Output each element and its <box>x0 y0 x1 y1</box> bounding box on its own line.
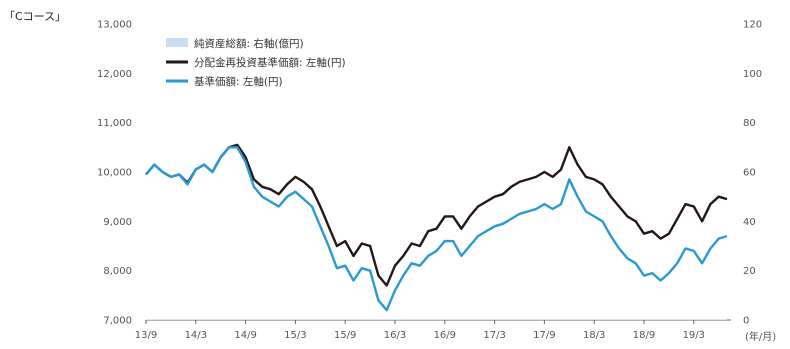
y-right-tick-label: 120 <box>743 20 762 31</box>
y-right-tick-label: 0 <box>743 316 749 327</box>
x-tick-label: 18/9 <box>633 330 655 341</box>
y-left-tick-label: 9,000 <box>103 217 132 228</box>
series-area-net-assets <box>146 319 727 320</box>
x-tick-label: 15/9 <box>334 330 356 341</box>
axis-layer: 7,000 8,000 9,000 10,000 11,000 12,000 13,000 0… <box>97 20 762 342</box>
y-right-tick-label: 20 <box>743 266 756 277</box>
y-left-tick-label: 13,000 <box>97 20 132 31</box>
series-line-reinvested-nav <box>145 143 728 287</box>
x-tick-label: 18/3 <box>583 330 605 341</box>
x-tick-label: 19/3 <box>683 330 705 341</box>
series-line-nav <box>145 146 728 312</box>
legend-swatch <box>166 38 188 47</box>
y-left-tick-label: 7,000 <box>103 316 132 327</box>
legend-entry: 分配金再投資基準価額: 左軸(円) <box>194 56 346 69</box>
x-axis-unit-label: (年/月) <box>745 330 776 343</box>
y-left-tick-label: 8,000 <box>103 266 132 277</box>
course-label: 「Cコース」 <box>4 10 66 23</box>
y-left-tick-label: 10,000 <box>97 168 132 179</box>
legend: 純資産総額: 右軸(億円) 分配金再投資基準価額: 左軸(円) 基準価額: 左軸(円… <box>166 37 346 88</box>
y-left-tick-label: 12,000 <box>97 69 132 80</box>
x-tick-label: 16/3 <box>384 330 406 341</box>
y-left-tick-label: 11,000 <box>97 118 132 129</box>
series-layer <box>145 143 728 320</box>
x-tick-label: 14/9 <box>234 330 256 341</box>
y-right-tick-label: 40 <box>743 217 756 228</box>
x-tick-label: 13/9 <box>135 330 157 341</box>
y-right-tick-label: 80 <box>743 118 756 129</box>
y-right-tick-label: 60 <box>743 168 756 179</box>
x-tick-label: 15/3 <box>284 330 306 341</box>
x-tick-label: 14/3 <box>185 330 207 341</box>
x-tick-label: 17/3 <box>483 330 505 341</box>
legend-entry: 基準価額: 左軸(円) <box>194 75 283 88</box>
legend-entry: 純資産総額: 右軸(億円) <box>194 37 304 50</box>
x-tick-label: 17/9 <box>533 330 555 341</box>
x-tick-label: 16/9 <box>434 330 456 341</box>
y-right-tick-label: 100 <box>743 69 762 80</box>
